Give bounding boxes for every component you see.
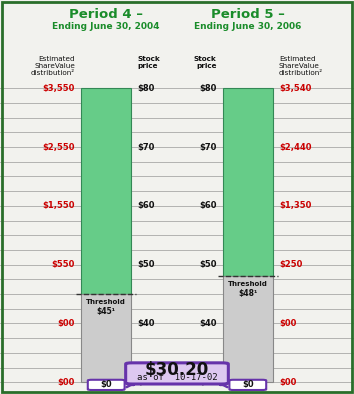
Text: $2,550: $2,550 [42,143,75,152]
Text: $00: $00 [279,378,296,387]
Text: $50: $50 [199,260,217,269]
Text: Threshold: Threshold [86,299,126,305]
Text: $80: $80 [199,84,217,93]
Text: $48¹: $48¹ [238,289,257,298]
Text: $50: $50 [137,260,155,269]
Text: $80: $80 [137,84,155,93]
Text: Ending June 30, 2004: Ending June 30, 2004 [52,22,160,31]
Text: Stock
price: Stock price [194,56,217,69]
Bar [81,88,131,294]
Text: Estimated
ShareValue
distribution²: Estimated ShareValue distribution² [31,56,75,76]
Text: $3,540: $3,540 [279,84,311,93]
Text: $70: $70 [137,143,155,152]
Text: $00: $00 [279,319,296,328]
Text: $60: $60 [199,201,217,210]
Bar [81,294,131,382]
Text: $40: $40 [199,319,217,328]
Text: Threshold: Threshold [228,281,268,287]
Text: $00: $00 [58,319,75,328]
Text: Period 5 –: Period 5 – [211,8,285,21]
Text: $3,550: $3,550 [43,84,75,93]
Bar [223,276,273,382]
Text: $30: $30 [137,378,155,387]
Text: $0: $0 [101,380,112,389]
Text: $40: $40 [137,319,155,328]
Text: $0: $0 [242,380,253,389]
Text: $30: $30 [199,378,217,387]
Text: $45¹: $45¹ [97,307,116,316]
Bar [223,88,273,276]
Text: $2,440: $2,440 [279,143,312,152]
Text: Period 4 –: Period 4 – [69,8,143,21]
Text: Ending June 30, 2006: Ending June 30, 2006 [194,22,302,31]
Text: $70: $70 [199,143,217,152]
FancyBboxPatch shape [126,363,228,384]
Text: $550: $550 [52,260,75,269]
FancyBboxPatch shape [88,380,125,390]
Text: $1,350: $1,350 [279,201,311,210]
Text: $250: $250 [279,260,302,269]
Text: as of  10-17-02: as of 10-17-02 [137,374,217,382]
Text: Estimated
ShareValue
distribution²: Estimated ShareValue distribution² [279,56,323,76]
Text: $00: $00 [58,378,75,387]
Text: $30.20: $30.20 [145,361,209,379]
Text: $1,550: $1,550 [42,201,75,210]
Text: Stock
price: Stock price [137,56,160,69]
FancyBboxPatch shape [229,380,266,390]
Text: $60: $60 [137,201,155,210]
